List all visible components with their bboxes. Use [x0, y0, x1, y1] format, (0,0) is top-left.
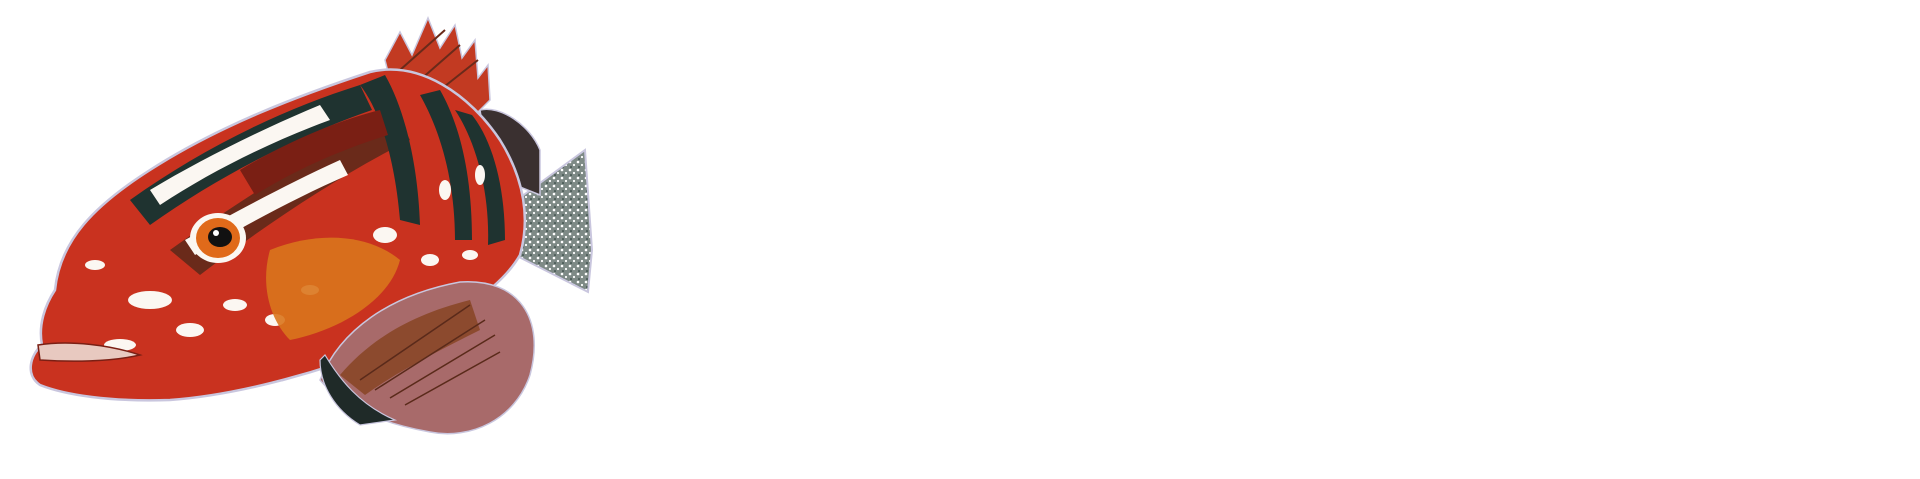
- fish-eye: [190, 213, 246, 263]
- fish-lips: [37, 342, 143, 362]
- grouper-fish-illustration: [29, 16, 594, 435]
- pectoral-fin: [319, 281, 535, 435]
- blank-background: [620, 0, 1920, 479]
- pelvic-fin: [319, 354, 398, 426]
- white-patches: [85, 105, 485, 351]
- orange-belly: [266, 237, 400, 340]
